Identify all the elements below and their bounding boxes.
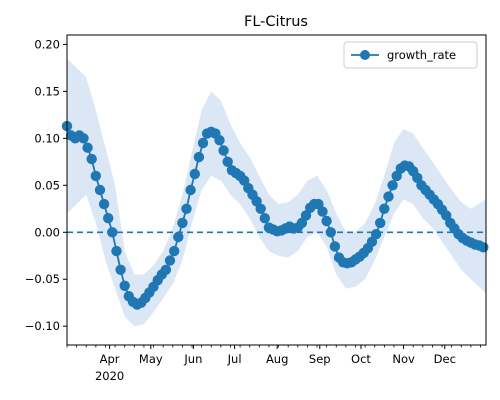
data-point bbox=[90, 170, 102, 182]
y-tick-label: −0.10 bbox=[25, 319, 60, 333]
data-point bbox=[478, 242, 489, 253]
legend: growth_rate bbox=[343, 41, 478, 69]
y-tick-label: 0.15 bbox=[34, 84, 60, 98]
data-point bbox=[255, 203, 266, 214]
data-point bbox=[300, 210, 312, 221]
data-point bbox=[160, 264, 172, 275]
data-point bbox=[193, 151, 205, 163]
x-tick-label: Jul bbox=[227, 352, 242, 366]
legend-label-growth-rate: growth_rate bbox=[387, 48, 456, 62]
data-point bbox=[169, 245, 180, 257]
x-tick-label: Dec bbox=[434, 352, 456, 366]
data-point bbox=[370, 229, 382, 240]
data-point bbox=[185, 184, 196, 196]
axes-frame bbox=[66, 34, 487, 346]
data-point bbox=[98, 198, 110, 210]
data-point bbox=[383, 191, 394, 202]
x-tick-label: Sep bbox=[309, 352, 331, 366]
legend-marker bbox=[360, 50, 370, 60]
data-point bbox=[181, 203, 192, 214]
data-point bbox=[222, 156, 233, 167]
data-point bbox=[177, 217, 188, 229]
data-point bbox=[164, 255, 176, 266]
data-point bbox=[325, 227, 336, 238]
chart-title: FL-Citrus bbox=[244, 14, 308, 30]
data-point bbox=[78, 133, 89, 144]
data-point bbox=[82, 142, 93, 153]
x-tick-label: Aug bbox=[266, 352, 288, 366]
series-layer bbox=[61, 120, 489, 310]
y-tick-label: 0.05 bbox=[34, 178, 60, 192]
x-tick-label: Nov bbox=[392, 352, 415, 366]
data-point bbox=[197, 137, 209, 149]
x-tick-label: May bbox=[139, 352, 163, 366]
data-point bbox=[317, 206, 328, 217]
y-tick-label: 0.00 bbox=[34, 225, 60, 239]
data-point bbox=[94, 184, 106, 196]
data-point bbox=[259, 213, 270, 224]
x-tick-label: Apr bbox=[100, 352, 120, 366]
data-point bbox=[86, 153, 97, 165]
x-tick-label: Oct bbox=[351, 352, 371, 366]
y-tick-label: 0.20 bbox=[34, 37, 60, 51]
data-point bbox=[218, 145, 229, 156]
data-point bbox=[189, 168, 200, 180]
y-tick-label: −0.05 bbox=[25, 272, 60, 286]
data-point bbox=[387, 180, 398, 191]
data-point bbox=[173, 231, 184, 243]
data-point bbox=[103, 213, 114, 224]
data-point bbox=[379, 203, 390, 214]
data-point bbox=[329, 241, 341, 252]
data-point bbox=[321, 215, 332, 227]
y-tick-label: 0.10 bbox=[34, 131, 60, 145]
data-point bbox=[119, 280, 130, 291]
data-point bbox=[111, 245, 122, 257]
plot-area bbox=[61, 58, 489, 327]
x-tick-sublabel: 2020 bbox=[95, 369, 124, 383]
x-tick-label: Jun bbox=[183, 352, 202, 366]
data-point bbox=[107, 227, 118, 238]
axes: −0.10 −0.05 0.00 0.05 0.10 0.15 0.20 Apr 2020 May… bbox=[25, 34, 487, 383]
data-point bbox=[375, 217, 386, 229]
legend-box bbox=[343, 41, 478, 69]
data-point bbox=[214, 135, 225, 146]
data-point bbox=[115, 264, 126, 275]
